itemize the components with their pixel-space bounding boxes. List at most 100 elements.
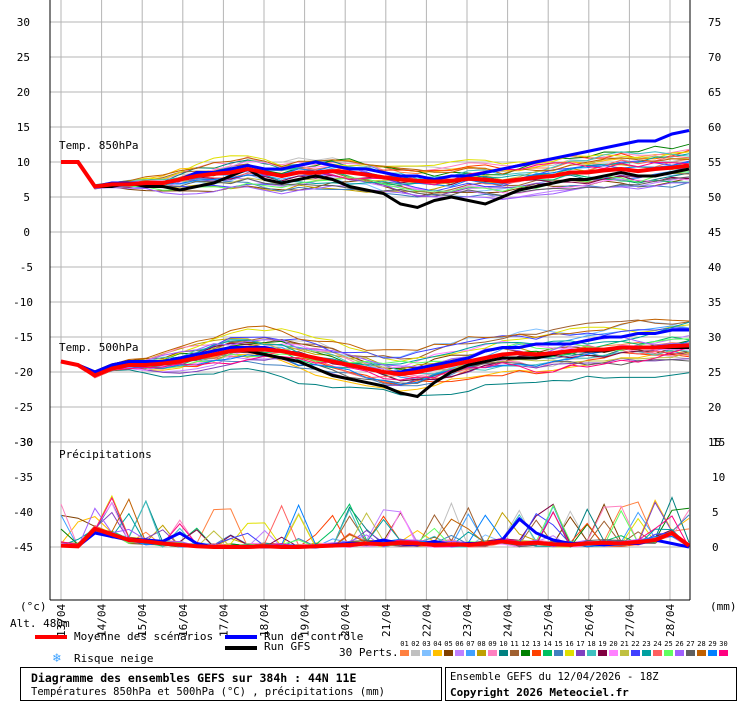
- pert-id-label: 27: [686, 640, 695, 648]
- altitude-label: Alt. 480m: [10, 617, 70, 630]
- x-tick-label: 26/04: [583, 604, 596, 637]
- pert-legend-item: 22: [630, 640, 641, 656]
- pert-legend: 01 02 03 04 05 06 07 08 09 10 11 12 13 14 15 16 17 18 19 20…: [399, 640, 731, 658]
- t500-right-tick: 20: [708, 401, 721, 414]
- x-tick-label: 24/04: [502, 604, 515, 637]
- pert-id-label: 08: [477, 640, 486, 648]
- member: [60, 338, 690, 375]
- run-info: Ensemble GEFS du 12/04/2026 - 18Z: [450, 671, 659, 683]
- pert-legend-item: 21: [619, 640, 630, 656]
- legend-mean-label: Moyenne des scénarios: [74, 630, 214, 643]
- x-tick-label: 18/04: [258, 604, 271, 637]
- member: [60, 346, 690, 381]
- x-tick-label: 13/04: [55, 604, 68, 637]
- precip-left-tick: -45: [13, 541, 33, 554]
- pert-legend-item: 12: [520, 640, 531, 656]
- pert-swatch: [664, 650, 673, 656]
- pert-id-label: 11: [510, 640, 519, 648]
- pert-id-label: 29: [708, 640, 717, 648]
- pert-swatch: [565, 650, 574, 656]
- pert-id-label: 07: [466, 640, 475, 648]
- pert-legend-item: 16: [564, 640, 575, 656]
- legend-perts-label: 30 Perts.: [339, 646, 399, 659]
- pert-legend-item: 13: [531, 640, 542, 656]
- t850-left-tick: 5: [23, 191, 30, 204]
- pert-swatch: [675, 650, 684, 656]
- pert-swatch: [543, 650, 552, 656]
- pert-id-label: 12: [521, 640, 530, 648]
- pert-legend-item: 02: [410, 640, 421, 656]
- t850-right-tick: 50: [708, 191, 721, 204]
- pert-legend-item: 09: [487, 640, 498, 656]
- pert-id-label: 06: [455, 640, 464, 648]
- t850-right-tick: 75: [708, 16, 721, 29]
- pert-id-label: 03: [422, 640, 431, 648]
- pert-legend-item: 07: [465, 640, 476, 656]
- t850-left-tick: 0: [23, 226, 30, 239]
- pert-id-label: 01: [400, 640, 409, 648]
- precip-right-tick: 15: [712, 436, 725, 449]
- t850-left-tick: 25: [17, 51, 30, 64]
- legend-control-swatch: [225, 635, 257, 639]
- pert-id-label: 16: [565, 640, 574, 648]
- pert-swatch: [433, 650, 442, 656]
- pert-id-label: 17: [576, 640, 585, 648]
- pert-id-label: 28: [697, 640, 706, 648]
- chart-grid: [49, 0, 691, 601]
- pert-legend-item: 26: [674, 640, 685, 656]
- t850-right-tick: 60: [708, 121, 721, 134]
- x-tick-label: 20/04: [339, 604, 352, 637]
- x-tick-label: 16/04: [177, 604, 190, 637]
- pert-legend-item: 23: [641, 640, 652, 656]
- pert-swatch: [697, 650, 706, 656]
- x-tick-label: 27/04: [623, 604, 636, 637]
- ensemble-members: [60, 143, 690, 548]
- pert-legend-item: 27: [685, 640, 696, 656]
- pert-id-label: 30: [719, 640, 728, 648]
- axis-labels: 051015202530505560657075-30-25-20-15-10-…: [13, 16, 725, 637]
- pert-id-label: 21: [620, 640, 629, 648]
- t850-left-tick: 10: [17, 156, 30, 169]
- run-info-box: Ensemble GEFS du 12/04/2026 - 18Z Copyri…: [445, 667, 737, 701]
- precip-right-tick: 5: [712, 506, 719, 519]
- pert-id-label: 18: [587, 640, 596, 648]
- t500-mean-line: [60, 343, 690, 378]
- t850-left-tick: 20: [17, 86, 30, 99]
- t500-right-tick: 30: [708, 331, 721, 344]
- pert-swatch: [631, 650, 640, 656]
- pert-legend-item: 20: [608, 640, 619, 656]
- pert-legend-item: 11: [509, 640, 520, 656]
- precip-mean-line: [60, 526, 691, 549]
- pert-id-label: 24: [653, 640, 662, 648]
- pert-id-label: 02: [411, 640, 420, 648]
- pert-legend-item: 08: [476, 640, 487, 656]
- precip-right-tick: 0: [712, 541, 719, 554]
- precip-panel-label: Précipitations: [59, 448, 152, 461]
- pert-id-label: 15: [554, 640, 563, 648]
- pert-swatch: [554, 650, 563, 656]
- pert-legend-item: 29: [707, 640, 718, 656]
- pert-legend-item: 15: [553, 640, 564, 656]
- copyright: Copyright 2026 Meteociel.fr: [450, 686, 629, 699]
- t850-panel-label: Temp. 850hPa: [59, 139, 139, 152]
- t850-mean-line: [61, 160, 690, 189]
- member: [61, 157, 690, 186]
- pert-swatch: [719, 650, 728, 656]
- pert-id-label: 19: [598, 640, 607, 648]
- pert-swatch: [422, 650, 431, 656]
- chart-title: Diagramme des ensembles GEFS sur 384h : …: [31, 671, 357, 685]
- t500-right-tick: 35: [708, 296, 721, 309]
- t850-gfs-line: [61, 160, 690, 210]
- pert-id-label: 13: [532, 640, 541, 648]
- t500-panel-label: Temp. 500hPa: [59, 341, 139, 354]
- t500-left-tick: -5: [20, 261, 33, 274]
- pert-id-label: 20: [609, 640, 618, 648]
- legend-control-label: Run de contrôle: [264, 630, 364, 643]
- t850-right-tick: 70: [708, 51, 721, 64]
- pert-swatch: [532, 650, 541, 656]
- right-unit-label: (mm): [710, 600, 737, 613]
- pert-swatch: [444, 650, 453, 656]
- t500-left-tick: -15: [13, 331, 33, 344]
- t850-left-tick: 15: [17, 121, 30, 134]
